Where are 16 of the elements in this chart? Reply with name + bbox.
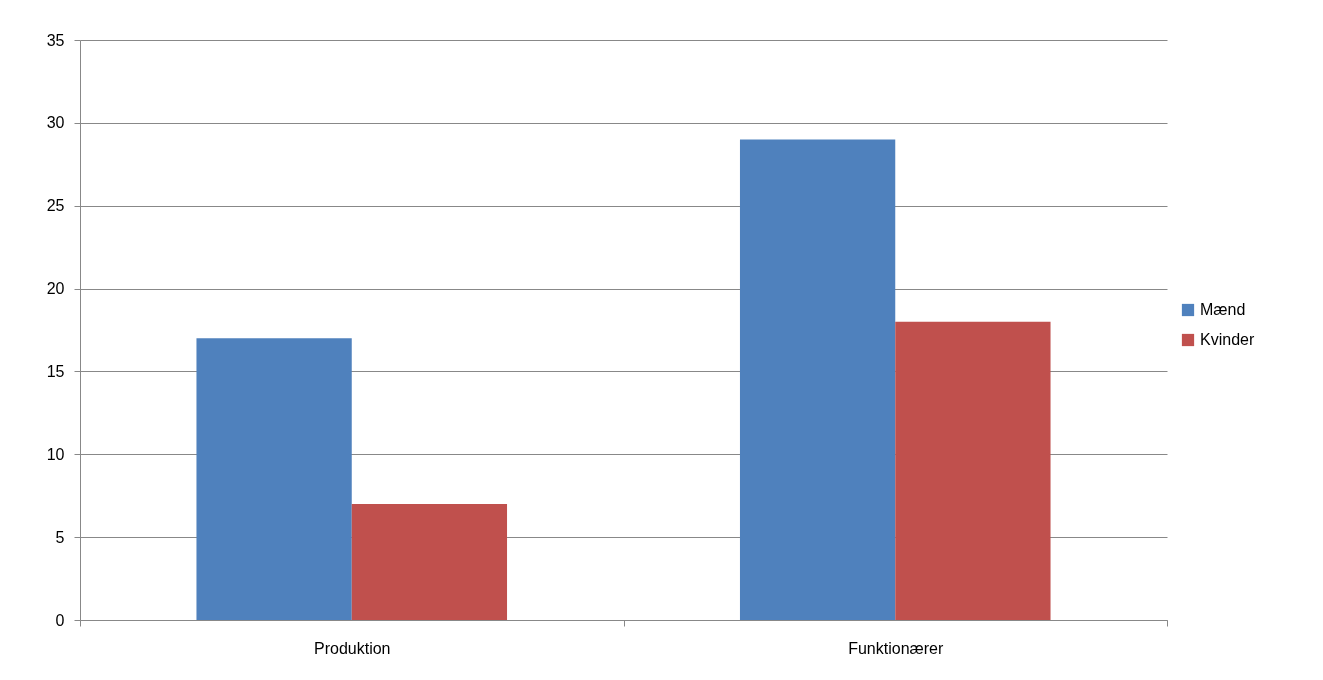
legend-label: Kvinder — [1200, 331, 1255, 348]
y-tick-label: 0 — [55, 611, 65, 629]
bar — [895, 321, 1051, 620]
y-tick-label: 15 — [46, 362, 65, 380]
bar — [196, 338, 352, 620]
legend-label: Mænd — [1200, 301, 1246, 318]
bar — [739, 139, 896, 620]
bar — [351, 504, 508, 620]
x-tick-label: Funktionærer — [848, 639, 944, 657]
y-tick-label: 25 — [46, 197, 65, 215]
y-tick-label: 30 — [46, 114, 65, 132]
y-tick-label: 20 — [46, 280, 65, 298]
y-tick-label: 5 — [55, 528, 65, 546]
y-tick-label: 10 — [46, 445, 65, 463]
y-tick-label: 35 — [46, 31, 65, 49]
x-tick-label: Produktion — [314, 639, 391, 657]
